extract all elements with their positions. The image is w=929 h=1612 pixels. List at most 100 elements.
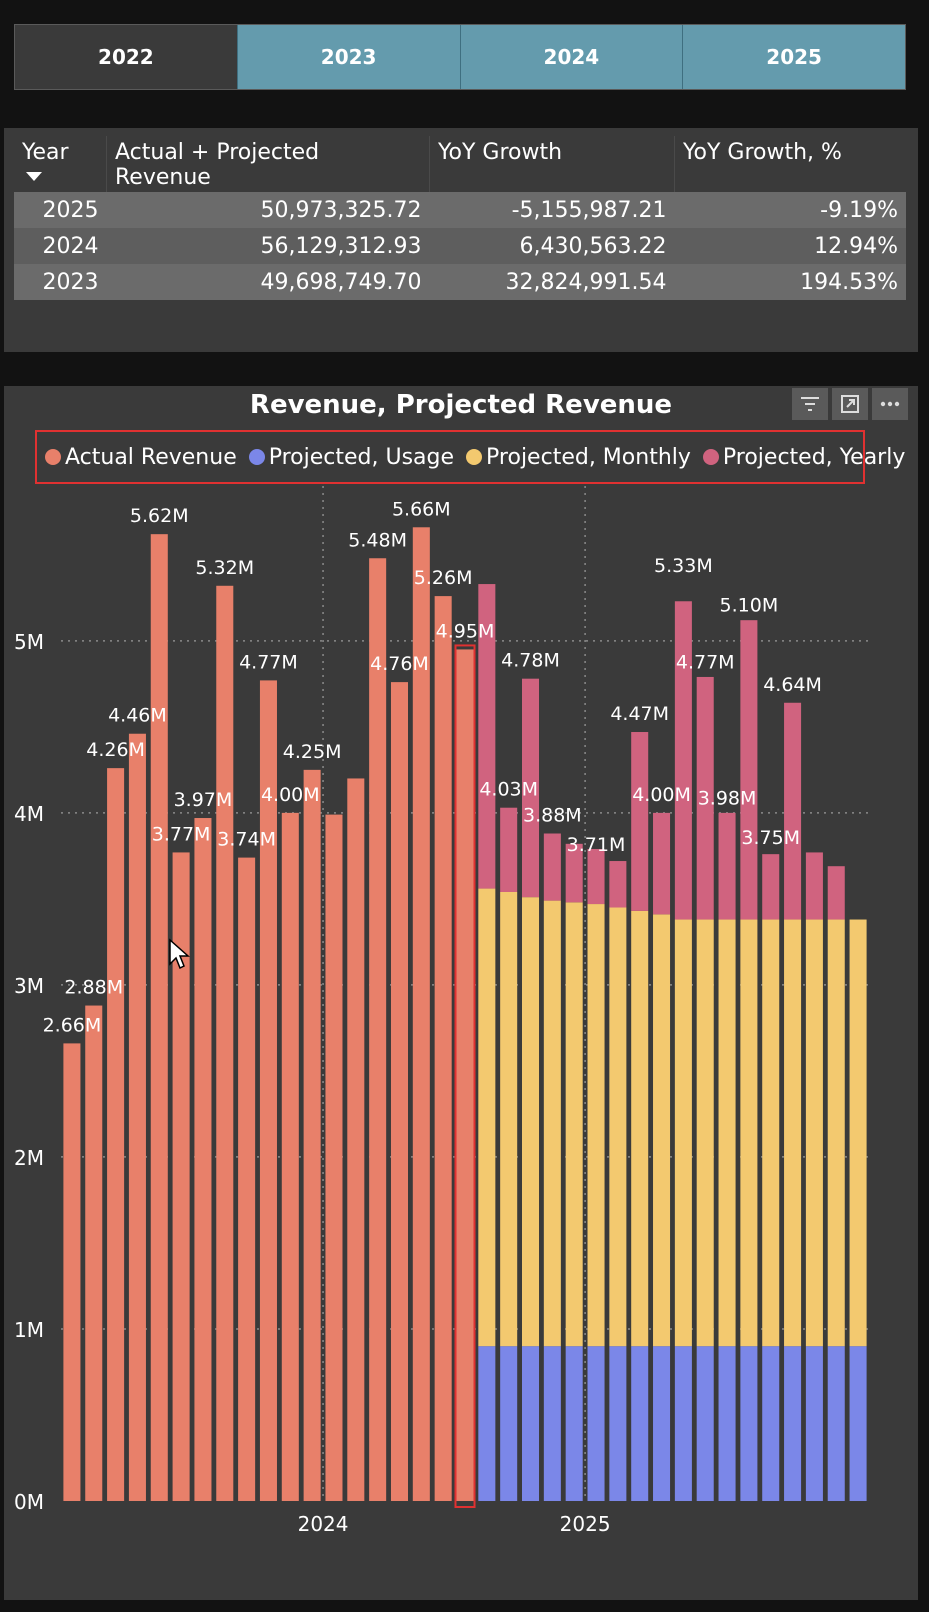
data-label: 4.03M <box>479 779 538 801</box>
bar-projected-monthly <box>500 892 518 1347</box>
bar-projected-yearly <box>478 584 496 889</box>
bar-projected-yearly <box>674 601 692 920</box>
bar-actual-revenue <box>412 527 430 1501</box>
table-row[interactable]: 2025 50,973,325.72 -5,155,987.21 -9.19% <box>14 192 906 228</box>
bar-projected-monthly <box>718 919 736 1347</box>
year-button-2024[interactable]: 2024 <box>459 25 683 89</box>
data-label: 3.88M <box>523 805 582 827</box>
column-header-yoy-growth-pct[interactable]: YoY Growth, % <box>675 136 907 192</box>
column-header-year[interactable]: Year <box>14 136 107 192</box>
data-label: 5.62M <box>130 505 189 527</box>
revenue-chart-card: Revenue, Projected Revenue Actual Revenu… <box>4 386 918 1600</box>
bar-projected-usage <box>478 1346 496 1501</box>
legend-item[interactable]: Projected, Yearly <box>702 445 905 470</box>
revenue-table-card: Year Actual + Projected Revenue YoY Grow… <box>4 128 918 352</box>
column-header-label: Year <box>22 140 69 165</box>
column-header-revenue[interactable]: Actual + Projected Revenue <box>106 136 430 192</box>
table-cell: 32,824,991.54 <box>429 264 675 300</box>
bar-projected-usage <box>740 1346 758 1501</box>
bar-projected-usage <box>849 1346 867 1501</box>
bar-actual-revenue <box>238 857 256 1501</box>
data-label: 5.10M <box>720 595 779 617</box>
table-row[interactable]: 2023 49,698,749.70 32,824,991.54 194.53% <box>14 264 906 300</box>
bar-projected-yearly <box>762 854 780 920</box>
bar-projected-usage <box>609 1346 627 1501</box>
y-tick-label: 3M <box>14 974 44 998</box>
legend-color-dot <box>248 449 265 465</box>
bar-projected-usage <box>805 1346 823 1501</box>
bar-projected-yearly <box>500 807 518 892</box>
bar-actual-revenue <box>434 596 452 1501</box>
x-tick-label: 2024 <box>298 1512 349 1536</box>
focus-mode-icon[interactable] <box>832 388 868 420</box>
bar-projected-monthly <box>521 897 540 1347</box>
legend-label: Actual Revenue <box>65 444 237 470</box>
bar-projected-yearly <box>565 843 583 903</box>
bar-projected-yearly <box>609 861 627 908</box>
data-label: 4.78M <box>501 650 560 672</box>
y-tick-label: 0M <box>14 1490 44 1514</box>
bar-projected-usage <box>587 1346 605 1501</box>
bar-projected-monthly <box>674 919 692 1347</box>
bar-actual-revenue <box>194 818 212 1501</box>
data-label: 5.48M <box>348 529 407 551</box>
table-header-row: Year Actual + Projected Revenue YoY Grow… <box>14 136 906 192</box>
data-label: 5.32M <box>195 557 254 579</box>
table-cell: 2024 <box>14 228 107 264</box>
bar-projected-yearly <box>718 812 736 920</box>
data-label: 4.77M <box>676 651 735 673</box>
chart-legend: Actual Revenue Projected, Usage Projected,… <box>35 430 905 484</box>
bar-projected-monthly <box>631 910 649 1347</box>
table-cell: 12.94% <box>674 228 906 264</box>
year-button-2023[interactable]: 2023 <box>236 25 460 89</box>
table-cell: 6,430,563.22 <box>429 228 675 264</box>
legend-item[interactable]: Projected, Monthly <box>466 445 691 470</box>
data-label: 4.00M <box>632 784 691 806</box>
y-tick-label: 1M <box>14 1318 44 1342</box>
legend-color-dot <box>45 449 61 465</box>
bar-actual-revenue <box>325 814 343 1501</box>
data-label: 4.46M <box>108 705 167 727</box>
table-row[interactable]: 2024 56,129,312.93 6,430,563.22 12.94% <box>14 228 906 264</box>
selected-bar-highlight <box>454 644 476 1509</box>
year-button-2025[interactable]: 2025 <box>682 25 905 89</box>
data-label: 3.98M <box>698 787 757 809</box>
bar-projected-yearly <box>740 620 758 920</box>
bar-projected-usage <box>827 1346 845 1501</box>
bar-projected-yearly <box>653 812 671 915</box>
bar-projected-monthly <box>849 919 867 1347</box>
legend-item[interactable]: Actual Revenue <box>45 445 237 470</box>
revenue-table: Year Actual + Projected Revenue YoY Grow… <box>14 136 906 300</box>
bar-projected-monthly <box>696 919 714 1347</box>
bar-projected-usage <box>521 1346 540 1501</box>
bar-projected-usage <box>674 1346 692 1501</box>
chart-title: Revenue, Projected Revenue <box>249 390 673 420</box>
year-button-2022[interactable]: 2022 <box>15 25 237 89</box>
column-header-yoy-growth[interactable]: YoY Growth <box>429 136 675 192</box>
bar-projected-usage <box>653 1346 671 1501</box>
bar-actual-revenue <box>150 534 168 1501</box>
data-label: 4.64M <box>763 674 822 696</box>
bar-actual-revenue <box>216 585 234 1501</box>
bar-projected-yearly <box>587 848 605 905</box>
legend-item[interactable]: Projected, Usage <box>248 445 454 470</box>
revenue-chart-plot: 0M 1M 2M 3M 4M 5M 2024 2025 2.66M 2.88M 4.26M 4.46M… <box>14 486 869 1536</box>
table-cell: 194.53% <box>674 264 906 300</box>
table-cell: -9.19% <box>674 192 906 228</box>
data-label: 4.47M <box>610 703 669 725</box>
bar-projected-monthly <box>784 919 802 1347</box>
table-cell: 50,973,325.72 <box>106 192 430 228</box>
bar-projected-usage <box>784 1346 802 1501</box>
bar-projected-yearly <box>696 676 714 920</box>
y-tick-label: 4M <box>14 802 44 826</box>
bar-actual-revenue <box>128 733 146 1501</box>
bar-projected-usage <box>718 1346 736 1501</box>
filter-icon[interactable] <box>792 388 828 420</box>
bar-projected-monthly <box>565 902 583 1347</box>
bar-actual-revenue <box>456 649 474 1501</box>
bar-projected-monthly <box>653 914 671 1347</box>
data-label: 5.66M <box>392 498 451 520</box>
more-options-icon[interactable] <box>872 388 908 420</box>
data-label: 4.25M <box>283 741 342 763</box>
bar-projected-monthly <box>805 919 823 1347</box>
